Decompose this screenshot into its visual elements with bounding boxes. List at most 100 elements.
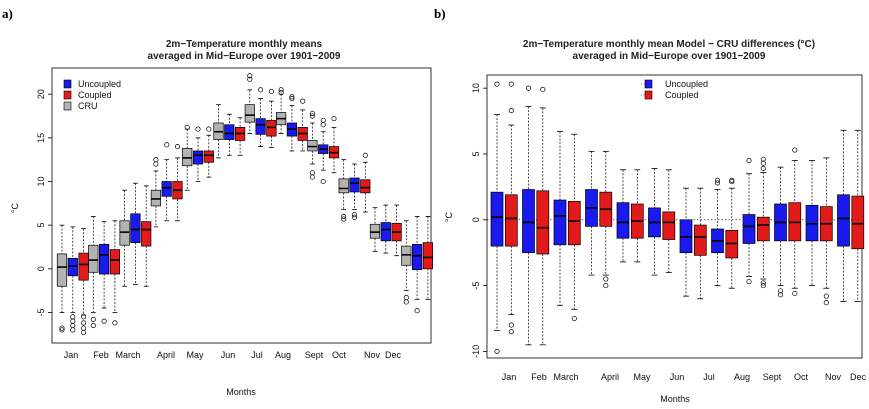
legend-b-label-uncoupled: Uncoupled xyxy=(665,79,708,89)
box-plot xyxy=(119,189,130,287)
box-plot xyxy=(56,224,68,333)
x-tick-label: Sept xyxy=(763,372,782,382)
box-body xyxy=(78,252,89,281)
box-plot xyxy=(307,110,318,180)
x-tick-label: Aug xyxy=(734,372,750,382)
y-tick-label: 10 xyxy=(471,83,481,93)
box-body xyxy=(522,189,535,254)
outlier-point xyxy=(729,179,735,185)
y-tick-label: -10 xyxy=(471,345,481,358)
box-plot xyxy=(224,113,235,156)
box-plot xyxy=(338,159,349,222)
box-plot xyxy=(235,117,246,156)
box-body xyxy=(98,243,110,275)
outlier-point xyxy=(777,292,784,298)
x-tick-label: Jun xyxy=(670,372,685,382)
x-tick-label: Jun xyxy=(221,350,236,360)
box-plot xyxy=(522,85,535,346)
box-body xyxy=(349,177,360,193)
outlier-point xyxy=(351,214,358,220)
box-plot xyxy=(192,126,204,182)
outlier-point xyxy=(309,174,315,180)
box-plot xyxy=(630,169,644,263)
outlier-point xyxy=(777,288,784,294)
outlier-point xyxy=(403,295,409,301)
outlier-point xyxy=(792,290,798,297)
outlier-point xyxy=(760,280,766,286)
box-body xyxy=(244,104,255,123)
panel-b-y-axis-label: °C xyxy=(444,211,454,222)
box-plot xyxy=(774,166,787,298)
box-plot xyxy=(711,177,724,287)
outlier-point xyxy=(823,300,829,306)
box-body xyxy=(490,191,504,247)
outlier-point xyxy=(59,325,65,331)
box-plot xyxy=(349,163,360,220)
legend-swatch-cru xyxy=(63,101,72,111)
outlier-point xyxy=(403,299,409,305)
outlier-point xyxy=(760,165,766,172)
box-plot xyxy=(662,169,676,273)
outlier-point xyxy=(153,157,159,163)
panel-b-legend: Uncoupled Coupled xyxy=(641,79,708,100)
legend-label-coupled: Coupled xyxy=(78,90,112,100)
box-body xyxy=(182,147,193,167)
box-plot xyxy=(490,81,504,354)
box-body xyxy=(255,118,266,135)
box-plot xyxy=(567,133,581,322)
outlier-point xyxy=(206,126,212,132)
y-tick-label: 0 xyxy=(36,266,46,271)
box-plot xyxy=(585,150,598,276)
outlier-point xyxy=(81,320,87,326)
panel-a-x-axis-label: Months xyxy=(226,387,256,397)
box-plot xyxy=(266,89,277,148)
box-plot xyxy=(213,104,224,159)
outlier-point xyxy=(258,87,264,93)
panel-b-x-ticks: Jan Feb March April May Jun Jul Aug Sept Oct Nov De… xyxy=(502,372,867,382)
box-body xyxy=(307,140,318,152)
box-plot xyxy=(648,168,661,276)
outlier-point xyxy=(70,327,76,333)
box-plot xyxy=(98,221,110,324)
box-body xyxy=(837,194,850,247)
outlier-point xyxy=(792,147,798,153)
outlier-point xyxy=(714,180,721,186)
outlier-point xyxy=(508,107,514,114)
box-body xyxy=(380,222,391,242)
box-plot xyxy=(203,126,214,178)
x-tick-label: Feb xyxy=(93,350,109,360)
panel-b-label: b) xyxy=(434,6,446,21)
y-tick-label: 5 xyxy=(36,223,46,228)
box-body xyxy=(851,195,865,250)
box-body xyxy=(67,257,78,277)
outlier-point xyxy=(184,124,190,130)
outlier-point xyxy=(746,158,752,164)
outlier-point xyxy=(289,94,295,100)
box-plot xyxy=(286,94,297,152)
outlier-point xyxy=(90,322,96,329)
box-plot xyxy=(109,220,121,326)
box-plot xyxy=(380,204,391,254)
outlier-point xyxy=(331,116,337,122)
legend-b-swatch-coupled xyxy=(644,90,653,100)
panel-a-boxes xyxy=(56,73,433,336)
box-body xyxy=(360,179,371,194)
panel-a-plot-frame xyxy=(51,67,432,344)
box-plot xyxy=(328,116,340,174)
y-tick-label: 5 xyxy=(471,151,481,156)
outlier-point xyxy=(247,76,253,82)
legend-swatch-coupled xyxy=(63,90,72,100)
panel-b-x-axis-label: Months xyxy=(660,394,690,404)
box-plot xyxy=(616,169,630,263)
box-plot xyxy=(141,185,152,287)
outlier-point xyxy=(90,316,96,322)
box-body xyxy=(662,211,676,240)
panel-a-title-line-2: averaged in Mid−Europe over 1901−2009 xyxy=(148,51,341,62)
box-plot xyxy=(504,81,518,335)
legend-b-swatch-uncoupled xyxy=(644,79,653,89)
panel-b-y-ticks: -10 -5 0 5 10 xyxy=(471,83,487,358)
box-body xyxy=(192,150,204,165)
panel-a-y-axis-label: °C xyxy=(10,202,20,213)
outlier-point xyxy=(70,318,76,324)
